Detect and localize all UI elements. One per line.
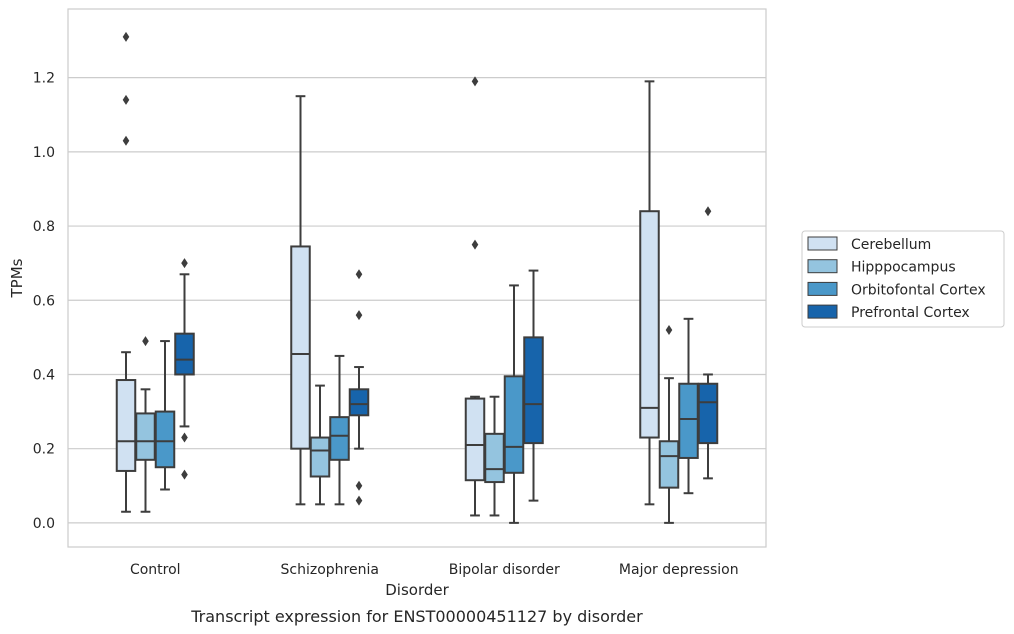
box-3-1	[658, 324, 680, 524]
outlier-point	[471, 76, 479, 87]
legend-swatch	[807, 259, 838, 274]
y-axis-ticks: 0.0 0.2 0.4 0.6 0.8 1.0 1.2	[33, 71, 55, 532]
outlier-point	[122, 31, 130, 42]
outlier-point	[355, 310, 363, 321]
y-tick-label: 0.2	[33, 442, 55, 458]
box-1-0	[290, 95, 311, 506]
legend-label: Cerebellum	[851, 237, 931, 253]
box-iqr	[464, 397, 486, 482]
box-iqr	[135, 412, 156, 461]
outlier-point	[181, 432, 188, 443]
box-2-3	[523, 269, 544, 502]
outlier-point	[355, 495, 363, 506]
box-iqr	[329, 416, 350, 461]
box-iqr	[678, 382, 699, 459]
outlier-point	[181, 469, 188, 480]
box-iqr	[484, 432, 505, 484]
outlier-point	[704, 206, 712, 217]
box-iqr	[697, 382, 719, 445]
box-0-1	[135, 336, 156, 513]
outlier-point	[142, 336, 149, 347]
y-tick-label: 0.0	[33, 516, 55, 532]
x-tick-label: Bipolar disorder	[449, 562, 560, 578]
box-2-2	[503, 284, 525, 524]
box-2-1	[484, 395, 505, 517]
x-tick-label: Control	[130, 562, 181, 578]
box-iqr	[658, 440, 680, 489]
box-iqr	[639, 210, 660, 439]
box-3-3	[697, 206, 719, 480]
outlier-point	[471, 239, 479, 250]
box-iqr	[348, 388, 370, 417]
y-tick-label: 1.0	[33, 145, 55, 161]
chart-caption: Transcript expression for ENST0000045112…	[190, 607, 643, 626]
y-tick-label: 0.6	[33, 293, 55, 309]
box-iqr	[174, 332, 195, 376]
box-series	[115, 31, 719, 524]
outlier-point	[122, 135, 130, 146]
outlier-point	[122, 94, 130, 105]
x-tick-label: Schizophrenia	[281, 562, 379, 578]
box-1-3	[348, 269, 370, 506]
y-tick-label: 0.8	[33, 219, 55, 235]
outlier-point	[665, 324, 673, 335]
outlier-point	[355, 480, 363, 491]
box-iqr	[115, 379, 137, 472]
box-0-2	[154, 340, 176, 491]
legend-item: Cerebellum	[807, 236, 931, 253]
box-iqr	[290, 245, 311, 450]
legend-label: Prefrontal Cortex	[851, 305, 970, 321]
legend-label: Hipppocampus	[851, 260, 956, 276]
legend-swatch	[807, 281, 838, 296]
box-0-0	[115, 31, 137, 513]
box-3-2	[678, 317, 699, 495]
box-iqr	[154, 410, 176, 469]
outlier-point	[355, 269, 363, 280]
box-2-0	[464, 76, 486, 517]
box-3-0	[639, 80, 660, 506]
legend-label: Orbitofontal Cortex	[851, 282, 986, 298]
box-iqr	[503, 375, 525, 474]
legend-item: Orbitofontal Cortex	[807, 281, 986, 298]
legend-items: Cerebellum Hipppocampus Orbitofontal Corte…	[807, 236, 986, 321]
y-tick-label: 0.4	[33, 367, 55, 383]
box-1-2	[329, 354, 350, 506]
box-1-1	[309, 384, 331, 506]
y-axis-title: TPMs	[8, 258, 26, 298]
legend-item: Prefrontal Cortex	[807, 304, 970, 321]
box-iqr	[309, 436, 331, 478]
x-axis-title: Disorder	[385, 581, 449, 599]
legend-swatch	[807, 304, 838, 319]
legend-frame	[801, 230, 1005, 328]
x-tick-label: Major depression	[619, 562, 739, 578]
plot-frame	[67, 8, 767, 548]
legend-swatch	[807, 236, 838, 251]
outlier-point	[181, 258, 188, 269]
legend-item: Hipppocampus	[807, 259, 956, 276]
y-tick-label: 1.2	[33, 71, 55, 87]
legend: Cerebellum Hipppocampus Orbitofontal Corte…	[801, 230, 1005, 328]
box-iqr	[523, 336, 544, 445]
x-axis-ticks: Control Schizophrenia Bipolar disorder Majo…	[130, 562, 739, 578]
box-0-3	[174, 258, 195, 480]
